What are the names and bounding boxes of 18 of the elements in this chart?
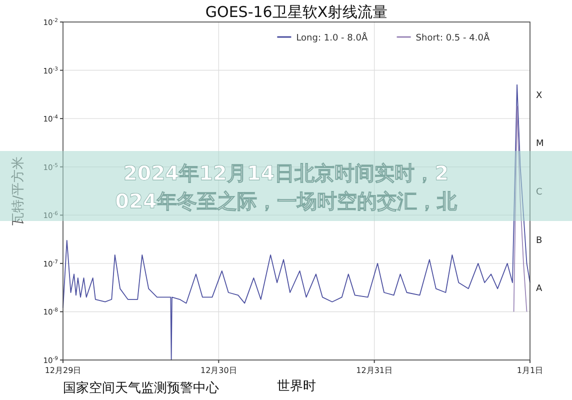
x-tick-label: 12月29日 [44, 366, 82, 375]
chart-title: GOES-16卫星软X射线流量 [205, 3, 388, 21]
x-tick-label: 1月1日 [516, 366, 544, 375]
legend-label: Long: 1.0 - 8.0Å [296, 32, 368, 44]
text: X [536, 90, 542, 101]
line-series [513, 106, 528, 312]
annotation: 2024年12月14日北京时间实时，2024年冬至之际，一场时空的交汇，北 [115, 161, 458, 213]
text: C [536, 188, 542, 198]
text: M [536, 139, 544, 150]
x-tick-label: 12月31日 [356, 366, 393, 375]
y-axis-title: 瓦特/平方米 [10, 156, 26, 226]
x-tick-label: 12月30日 [200, 366, 237, 375]
text: B [536, 236, 542, 246]
legend-label: Short: 0.5 - 4.0Å [416, 32, 490, 44]
x-axis-title: 世界时 [277, 379, 316, 394]
text: 国家空间天气监测预警中心 [63, 380, 219, 396]
text: A [536, 284, 543, 294]
line-series [62, 84, 530, 360]
